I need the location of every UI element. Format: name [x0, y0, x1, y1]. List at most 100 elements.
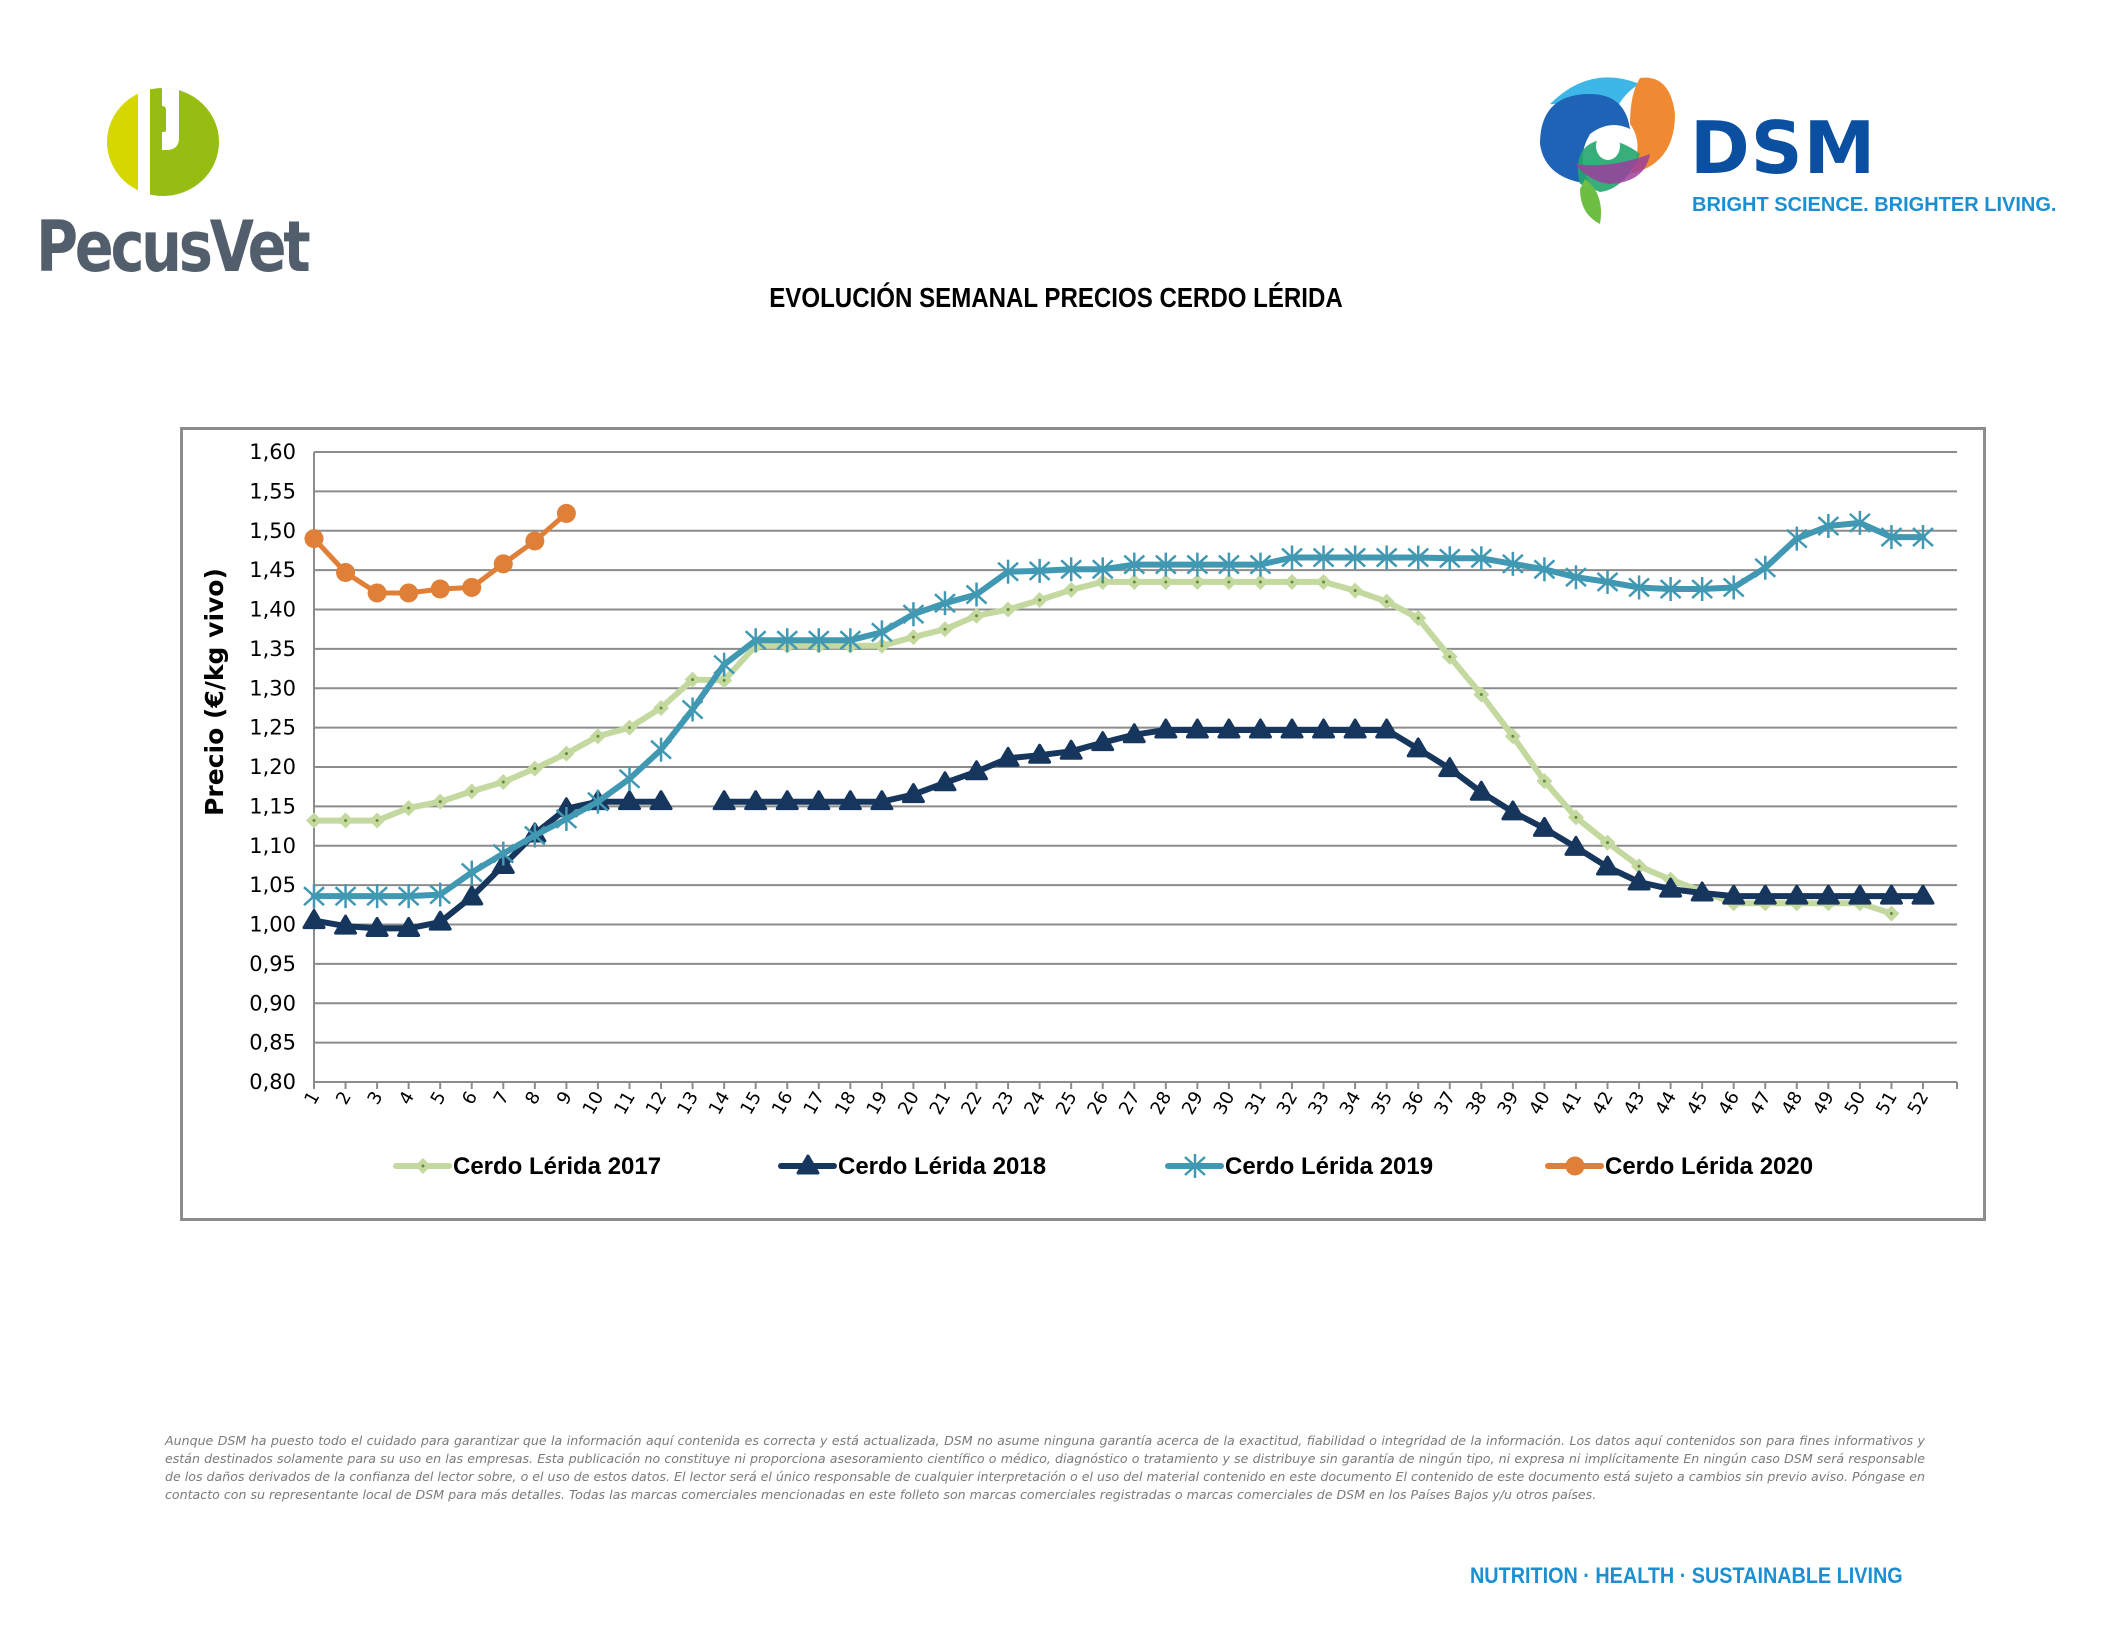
triangle-marker: [1911, 884, 1935, 905]
marker-dot: [911, 635, 915, 639]
marker-dot: [1889, 911, 1893, 915]
star-marker: [965, 582, 988, 607]
x-tick-label: 25: [1052, 1088, 1082, 1118]
x-tick-label: 28: [1147, 1088, 1177, 1118]
y-tick-label: 1,45: [249, 558, 296, 582]
y-tick-label: 0,80: [249, 1070, 296, 1094]
x-tick-label: 44: [1651, 1088, 1681, 1118]
marker-dot: [1416, 616, 1420, 620]
triangle-marker: [1753, 884, 1777, 905]
gridlines: [314, 451, 1957, 1083]
marker-dot: [438, 800, 442, 804]
triangle-marker: [1532, 816, 1556, 837]
y-tick-label: 1,20: [249, 755, 296, 779]
triangle-marker: [428, 910, 452, 931]
triangle-marker: [1312, 718, 1336, 739]
x-tick-label: 24: [1020, 1088, 1050, 1118]
triangle-marker: [1596, 855, 1620, 876]
star-marker: [1691, 577, 1713, 602]
marker-dot: [1385, 600, 1389, 604]
x-tick-label: 21: [926, 1088, 956, 1118]
triangle-marker: [334, 914, 358, 935]
x-tick-label: 32: [1273, 1088, 1303, 1118]
marker-dot: [564, 752, 568, 756]
star-marker: [1312, 545, 1335, 570]
marker-dot: [943, 627, 947, 631]
triangle-marker: [1469, 780, 1493, 801]
star-marker: [1754, 555, 1777, 580]
x-tick-label: 41: [1557, 1088, 1587, 1118]
y-axis-label: Precio (€/kg vivo): [200, 568, 229, 816]
x-tick-label: 35: [1367, 1088, 1397, 1118]
triangle-marker: [1501, 800, 1525, 821]
star-marker: [1184, 1154, 1206, 1178]
dsm-tagline: BRIGHT SCIENCE. BRIGHTER LIVING.: [1692, 194, 2057, 216]
circle-marker: [399, 583, 419, 603]
triangle-marker: [1343, 718, 1367, 739]
x-tick-label: 1: [300, 1088, 324, 1108]
star-marker: [1533, 557, 1556, 582]
circle-marker: [430, 579, 450, 599]
x-tick-label: 48: [1777, 1088, 1807, 1118]
line-chart: 0,80 0,85 0,90 0,95 1,00 1,05 1,10 1,15 1,20 1,25…: [200, 440, 1958, 1180]
legend-label: Cerdo Lérida 2017: [453, 1153, 661, 1180]
legend-label: Cerdo Lérida 2019: [1225, 1153, 1433, 1180]
star-marker: [1596, 569, 1619, 594]
star-marker: [1407, 545, 1430, 570]
star-marker: [934, 591, 956, 616]
marker-dot: [1164, 580, 1168, 584]
marker-dot: [1606, 841, 1610, 845]
marker-dot: [1227, 580, 1231, 584]
disclaimer-text: Aunque DSM ha puesto todo el cuidado par…: [165, 1433, 1925, 1502]
triangle-marker: [617, 790, 641, 811]
footer-tagline: NUTRITION · HEALTH · SUSTAINABLE LIVING: [1470, 1563, 1903, 1588]
x-tick-label: 9: [553, 1088, 577, 1108]
marker-dot: [1542, 779, 1546, 783]
x-tick-label: 15: [736, 1088, 766, 1118]
x-tick-label: 4: [395, 1088, 419, 1108]
triangle-marker: [1059, 739, 1083, 760]
x-tick-label: 3: [364, 1088, 388, 1108]
y-tick-label: 1,55: [249, 479, 296, 503]
marker-dot: [1511, 734, 1515, 738]
marker-dot: [1322, 580, 1326, 584]
x-tick-label: 37: [1430, 1088, 1460, 1118]
star-marker: [1912, 525, 1934, 550]
marker-dot: [691, 678, 695, 682]
star-marker: [871, 620, 893, 645]
triangle-marker: [1217, 718, 1241, 739]
triangle-marker: [1438, 757, 1462, 778]
circle-marker: [462, 577, 482, 597]
legend-item: Cerdo Lérida 2020: [1545, 1153, 1813, 1180]
circle-marker: [493, 554, 513, 574]
star-marker: [555, 806, 578, 831]
triangle-marker: [712, 790, 736, 811]
series-cerdo-l-rida-2017: [306, 573, 1900, 922]
star-marker: [1091, 557, 1114, 582]
triangle-marker: [838, 790, 862, 811]
triangle-marker: [1375, 718, 1399, 739]
page-title: EVOLUCIÓN SEMANAL PRECIOS CERDO LÉRIDA: [769, 282, 1343, 313]
triangle-marker: [1028, 743, 1052, 764]
x-tick-label: 19: [863, 1088, 893, 1118]
triangle-marker: [775, 790, 799, 811]
triangle-marker: [1627, 870, 1651, 891]
legend-label: Cerdo Lérida 2018: [838, 1153, 1046, 1180]
x-tick-label: 5: [427, 1088, 451, 1108]
x-tick-label: 43: [1620, 1088, 1650, 1118]
triangle-marker: [1091, 731, 1115, 752]
marker-dot: [627, 726, 631, 730]
x-tick-label: 46: [1714, 1088, 1744, 1118]
marker-dot: [659, 706, 663, 710]
star-marker: [303, 884, 325, 909]
x-tick-label: 20: [894, 1088, 924, 1118]
marker-dot: [375, 819, 379, 823]
x-tick-label: 31: [1241, 1088, 1271, 1118]
star-marker: [524, 823, 546, 848]
star-marker: [902, 602, 925, 627]
y-tick-label: 1,50: [249, 519, 296, 543]
x-tick-label: 11: [610, 1088, 640, 1118]
star-marker: [1659, 577, 1682, 602]
triangle-marker: [397, 916, 421, 937]
legend-item: Cerdo Lérida 2019: [1165, 1153, 1433, 1180]
